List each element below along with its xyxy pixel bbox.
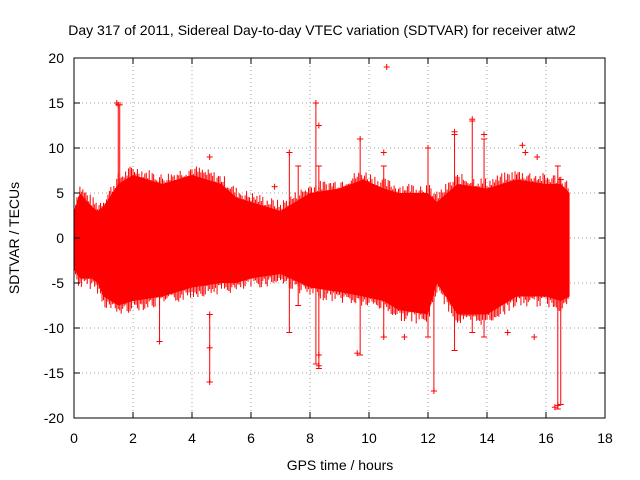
- x-tick-label: 12: [420, 430, 436, 446]
- x-tick-label: 6: [247, 430, 255, 446]
- chart-title: Day 317 of 2011, Sidereal Day-to-day VTE…: [68, 22, 576, 38]
- x-tick-labels: 0 2 4 6 8 10 12 14 16 18: [70, 430, 613, 446]
- y-tick-label: 20: [48, 50, 64, 66]
- x-tick-label: 2: [129, 430, 137, 446]
- outlier-points-layer: [113, 64, 561, 411]
- x-tick-label: 4: [188, 430, 196, 446]
- outlier-point: [519, 142, 526, 149]
- y-tick-label: 10: [48, 140, 64, 156]
- outlier-point: [115, 101, 122, 108]
- outlier-point: [430, 388, 437, 394]
- outlier-point: [554, 402, 561, 409]
- outlier-point: [271, 183, 278, 190]
- y-tick-labels: -20 -15 -10 -5 0 5 10 15 20: [44, 50, 64, 426]
- outlier-point: [425, 145, 431, 151]
- outlier-point: [206, 154, 213, 160]
- outlier-point: [534, 154, 541, 160]
- outlier-point: [206, 311, 213, 318]
- outlier-point: [156, 338, 163, 345]
- outlier-point: [401, 334, 408, 340]
- outlier-point: [383, 64, 390, 70]
- outlier-point: [451, 128, 458, 135]
- outlier-point: [206, 344, 213, 351]
- y-axis-label: SDTVAR / TECUs: [6, 182, 22, 294]
- outlier-point: [380, 334, 387, 340]
- outlier-point: [357, 136, 364, 142]
- outlier-point: [312, 100, 319, 106]
- axis-ticks: [73, 57, 606, 419]
- y-tick-label: 5: [56, 185, 64, 201]
- y-tick-label: -15: [44, 365, 64, 381]
- outlier-point: [206, 379, 213, 385]
- outlier-point: [469, 116, 476, 123]
- outlier-point: [531, 334, 538, 340]
- y-tick-label: -10: [44, 320, 64, 336]
- y-tick-label: 15: [48, 95, 64, 111]
- outlier-point: [504, 329, 511, 336]
- outlier-point: [315, 362, 322, 369]
- outlier-point: [315, 352, 322, 358]
- x-tick-label: 18: [597, 430, 613, 446]
- outlier-point: [354, 350, 361, 357]
- x-tick-label: 14: [479, 430, 495, 446]
- outlier-point: [315, 122, 322, 129]
- x-tick-label: 8: [306, 430, 314, 446]
- outlier-point: [380, 149, 387, 156]
- y-tick-label: -20: [44, 410, 64, 426]
- y-tick-label: 0: [56, 230, 64, 246]
- data-band-layer: [73, 166, 570, 325]
- outlier-point: [481, 131, 488, 138]
- outlier-point: [286, 149, 293, 156]
- y-tick-label: -5: [52, 275, 65, 291]
- outlier-point: [522, 149, 529, 156]
- x-tick-label: 16: [538, 430, 554, 446]
- x-tick-label: 0: [70, 430, 78, 446]
- x-tick-label: 10: [361, 430, 377, 446]
- x-axis-label: GPS time / hours: [287, 457, 394, 473]
- error-bars-layer: [115, 102, 564, 410]
